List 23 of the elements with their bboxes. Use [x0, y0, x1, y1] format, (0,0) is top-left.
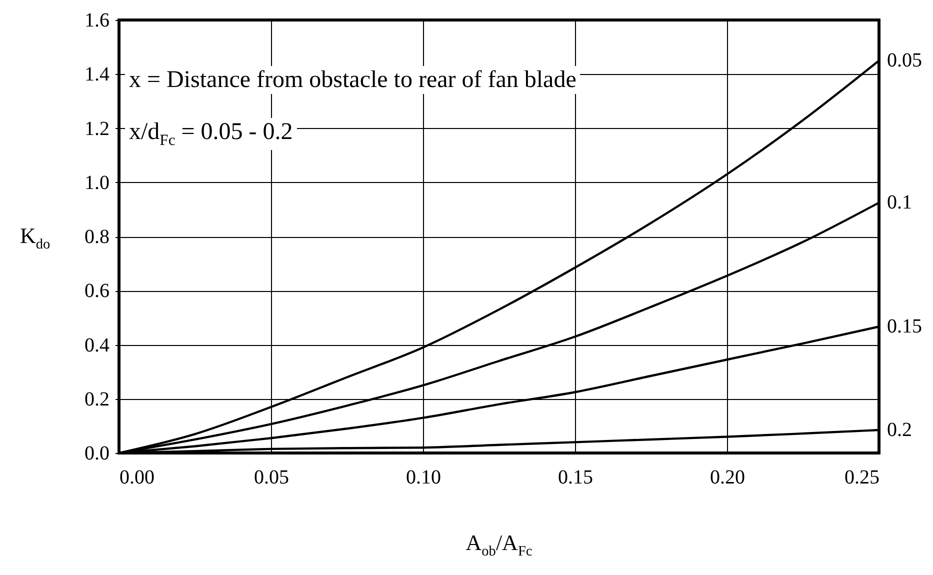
x-tick-label: 0.00 — [120, 466, 154, 488]
y-tick-label: 0.8 — [84, 226, 110, 248]
series-label: 0.1 — [887, 192, 912, 214]
series-label: 0.2 — [887, 418, 912, 441]
y-tick-label: 1.6 — [84, 10, 110, 32]
series-label: 0.05 — [887, 50, 922, 72]
y-tick-label: 0.0 — [84, 442, 110, 464]
annotation: x = Distance from obstacle to rear of fan blade — [125, 66, 580, 94]
y-tick-label: 0.6 — [84, 280, 110, 302]
y-tick-label: 1.2 — [84, 118, 110, 140]
x-axis-title: A$_{ob}$/A$_{Fc}$ — [466, 530, 532, 560]
x-tick-label: 0.10 — [406, 466, 441, 488]
x-tick-label: 0.05 — [254, 466, 289, 488]
y-tick-label: 0.2 — [84, 388, 110, 410]
y-tick-label: 0.4 — [84, 334, 110, 356]
x-tick-label: 0.20 — [710, 466, 745, 488]
y-tick-label: 1.0 — [84, 172, 110, 194]
y-axis-title: K$_{do}$ — [20, 222, 50, 252]
x-tick-label: 0.25 — [844, 466, 880, 488]
series-label: 0.15 — [887, 316, 922, 338]
annotation: x/d$_{Fc}$ = 0.05 - 0.2 — [125, 118, 297, 150]
y-tick-label: 1.4 — [84, 64, 110, 86]
x-tick-label: 0.15 — [558, 466, 593, 488]
